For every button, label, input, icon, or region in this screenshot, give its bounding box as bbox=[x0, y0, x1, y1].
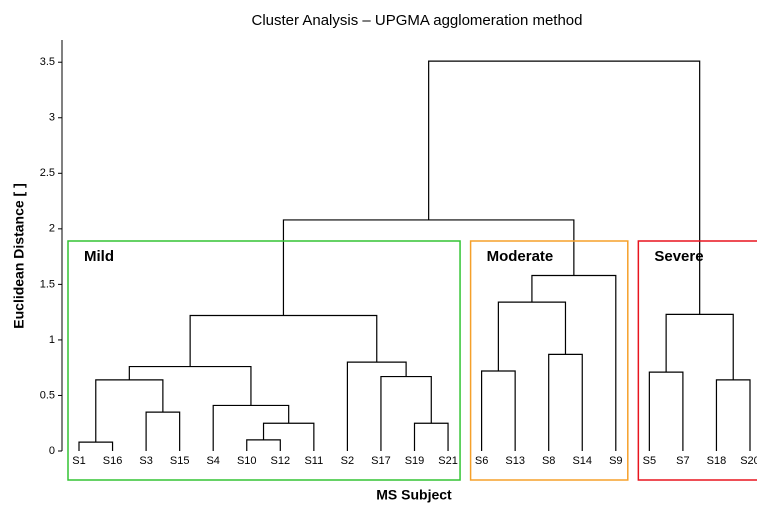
dendrogram-link bbox=[128, 365, 252, 406]
leaf-label: S8 bbox=[542, 455, 555, 467]
leaf-label: S9 bbox=[609, 455, 622, 467]
leaf-label: S14 bbox=[572, 455, 592, 467]
leaf-label: S19 bbox=[405, 455, 425, 467]
dendrogram-link bbox=[262, 422, 315, 451]
leaf-label: S16 bbox=[103, 455, 123, 467]
y-tick-label: 0 bbox=[49, 445, 55, 457]
cluster-box bbox=[67, 240, 461, 481]
dendrogram-link bbox=[246, 439, 281, 451]
leaf-label: S18 bbox=[707, 455, 727, 467]
y-tick-label: 1 bbox=[49, 334, 55, 346]
cluster-label: Severe bbox=[654, 248, 703, 265]
cluster-label: Moderate bbox=[487, 248, 554, 265]
y-axis-label: Euclidean Distance [ ] bbox=[11, 183, 27, 328]
dendrogram-link bbox=[413, 422, 449, 451]
leaf-label: S4 bbox=[206, 455, 219, 467]
cluster-box bbox=[469, 240, 629, 481]
dendrogram-link bbox=[481, 370, 516, 451]
y-tick-label: 0.5 bbox=[40, 389, 55, 401]
cluster-box bbox=[637, 240, 757, 481]
dendrogram-link bbox=[497, 301, 567, 372]
dendrogram-link bbox=[95, 379, 164, 443]
leaf-label: S12 bbox=[271, 455, 291, 467]
y-tick-label: 3.5 bbox=[40, 56, 55, 68]
leaf-label: S11 bbox=[304, 455, 323, 467]
cluster-label: Mild bbox=[84, 248, 114, 265]
dendrogram-link bbox=[189, 314, 378, 367]
leaf-label: S5 bbox=[643, 455, 656, 467]
y-tick-label: 3 bbox=[49, 112, 55, 124]
leaf-label: S6 bbox=[475, 455, 488, 467]
dendrogram-link bbox=[212, 404, 290, 451]
chart-title: Cluster Analysis – UPGMA agglomeration m… bbox=[252, 12, 583, 29]
dendrogram-link bbox=[78, 441, 114, 451]
leaf-label: S21 bbox=[438, 455, 458, 467]
dendrogram-link bbox=[665, 313, 734, 380]
leaf-label: S15 bbox=[170, 455, 190, 467]
dendrogram-link bbox=[282, 219, 575, 316]
dendrogram-link bbox=[380, 375, 432, 451]
leaf-label: S2 bbox=[341, 455, 354, 467]
dendrogram-link bbox=[428, 60, 701, 315]
y-tick-label: 2 bbox=[49, 223, 55, 235]
y-tick-label: 1.5 bbox=[40, 278, 55, 290]
leaf-label: S17 bbox=[371, 455, 391, 467]
leaf-label: S1 bbox=[72, 455, 85, 467]
dendrogram-link bbox=[648, 371, 684, 451]
leaf-label: S3 bbox=[139, 455, 152, 467]
x-axis-label: MS Subject bbox=[376, 487, 452, 503]
dendrogram-link bbox=[145, 411, 181, 451]
dendrogram-link bbox=[531, 274, 617, 451]
leaf-label: S20 bbox=[740, 455, 757, 467]
dendrogram-link bbox=[346, 361, 407, 451]
leaf-label: S10 bbox=[237, 455, 257, 467]
y-tick-label: 2.5 bbox=[40, 167, 55, 179]
leaf-label: S13 bbox=[505, 455, 525, 467]
dendrogram-link bbox=[715, 379, 751, 451]
leaf-label: S7 bbox=[676, 455, 689, 467]
dendrogram-link bbox=[548, 353, 583, 451]
